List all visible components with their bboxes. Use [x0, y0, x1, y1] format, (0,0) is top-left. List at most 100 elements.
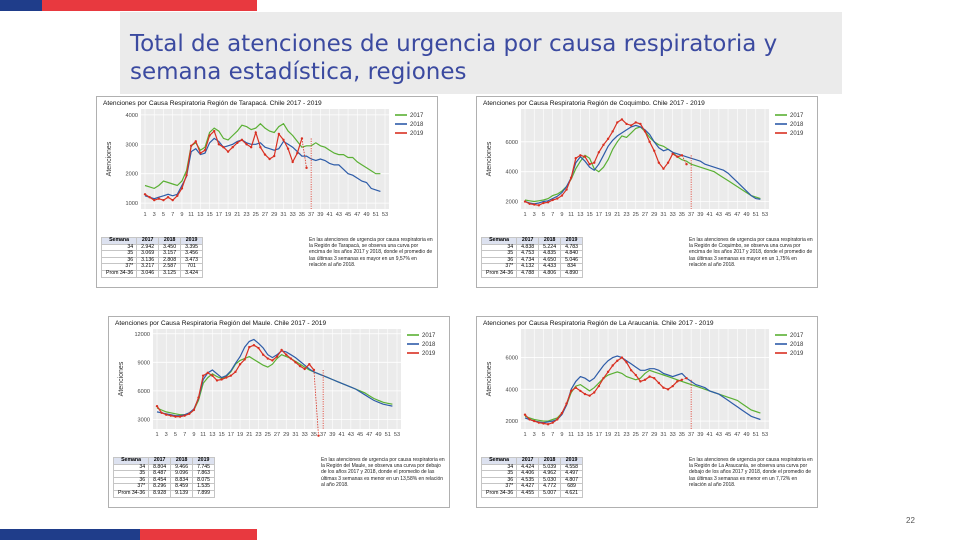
chart-panel-araucania: Atenciones por Causa Respiratoria Región…: [476, 316, 818, 508]
x-tick-label: 23: [255, 432, 261, 438]
series-point-2019: [178, 415, 182, 418]
series-point-2019: [317, 434, 320, 437]
series-point-2019: [643, 130, 647, 133]
chart-note: En las atenciones de urgencia por causa …: [321, 457, 445, 488]
series-point-2019: [625, 361, 628, 364]
y-tick-label: 2000: [506, 200, 518, 206]
x-tick-label: 3: [533, 432, 536, 438]
y-tick-label: 4000: [506, 170, 518, 176]
x-tick-label: 29: [651, 432, 657, 438]
series-point-2019: [211, 374, 214, 377]
chart-svg: Atenciones por Causa Respiratoria Región…: [483, 320, 804, 438]
series-point-2019: [528, 202, 531, 205]
data-table: Semana 2017 2018 2019 34 8.804 9.466 7.745 35 8.4…: [112, 457, 216, 498]
x-tick-label: 9: [560, 212, 563, 218]
table-cell: 8.928: [148, 489, 172, 498]
x-tick-label: 7: [171, 212, 174, 218]
x-tick-label: 31: [660, 212, 666, 218]
series-point-2019: [289, 357, 293, 360]
x-tick-label: 11: [568, 432, 574, 438]
series-point-2019: [294, 361, 297, 364]
series-point-2019: [285, 353, 288, 356]
x-tick-label: 25: [265, 432, 271, 438]
series-point-2019: [588, 394, 591, 397]
series-point-2019: [611, 364, 614, 367]
x-tick-label: 9: [560, 432, 563, 438]
series-point-2019: [286, 147, 290, 150]
series-point-2019: [266, 357, 269, 360]
x-tick-label: 27: [642, 212, 648, 218]
series-point-2019: [160, 411, 163, 415]
x-tick-label: 3: [533, 212, 536, 218]
x-tick-label: 37: [308, 212, 314, 218]
x-tick-label: 29: [271, 212, 277, 218]
x-tick-label: 33: [302, 432, 308, 438]
series-point-2019: [208, 134, 211, 137]
table-cell: 3.046: [136, 269, 160, 278]
series-line-2019-partial: [681, 155, 687, 165]
series-point-2019: [537, 204, 541, 207]
y-tick-label: 12000: [134, 332, 150, 338]
series-point-2019: [676, 380, 679, 383]
series-point-2019: [249, 146, 253, 149]
series-point-2019: [169, 414, 173, 417]
series-point-2019: [192, 408, 196, 412]
x-tick-label: 53: [762, 432, 768, 438]
x-tick-label: 17: [596, 432, 602, 438]
series-point-2019: [629, 369, 633, 372]
y-tick-label: 2000: [126, 172, 138, 178]
x-tick-label: 15: [218, 432, 224, 438]
series-point-2019: [528, 418, 531, 421]
x-tick-label: 45: [725, 432, 731, 438]
table-cell: 3.424: [180, 269, 204, 278]
x-tick-label: 29: [283, 432, 289, 438]
series-point-2019: [546, 201, 550, 204]
x-tick-label: 53: [382, 212, 388, 218]
series-point-2019: [685, 163, 688, 166]
series-point-2019: [611, 130, 614, 133]
x-tick-label: 7: [551, 212, 554, 218]
series-point-2019: [143, 193, 147, 196]
data-table: Semana 2017 2018 2019 34 4.424 5.039 4.558 35 4.4…: [480, 457, 584, 498]
series-point-2019: [282, 138, 285, 142]
series-point-2019: [639, 122, 642, 126]
legend-label-2017: 2017: [422, 333, 436, 339]
series-point-2019: [560, 194, 564, 197]
series-point-2019: [155, 404, 159, 408]
x-tick-label: 49: [743, 212, 749, 218]
series-point-2019: [174, 415, 177, 418]
series-point-2019: [634, 373, 637, 377]
legend-label-2018: 2018: [790, 122, 804, 128]
series-point-2019: [542, 422, 545, 425]
data-table: Semana 2017 2018 2019 34 4.838 5.224 4.783 35 4.7…: [480, 237, 584, 278]
table-row: 35 4.406 4.962 4.497: [480, 470, 584, 478]
x-tick-label: 23: [623, 212, 629, 218]
x-tick-label: 7: [551, 432, 554, 438]
x-tick-label: 19: [605, 432, 611, 438]
table-row: Prom 34-36 4.788 4.806 4.890: [480, 269, 584, 278]
chart-note: En las atenciones de urgencia por causa …: [309, 237, 433, 268]
series-point-2019: [597, 384, 601, 388]
x-tick-label: 31: [660, 432, 666, 438]
series-point-2019: [240, 138, 244, 142]
series-point-2019: [680, 154, 684, 157]
series-point-2019: [620, 118, 624, 121]
x-tick-label: 39: [329, 432, 335, 438]
x-tick-label: 51: [753, 212, 759, 218]
table-cell: Prom 34-36: [480, 269, 518, 278]
x-tick-label: 41: [338, 432, 344, 438]
series-point-2019: [188, 412, 191, 415]
x-tick-label: 19: [605, 212, 611, 218]
series-point-2019: [583, 392, 587, 396]
chart-title: Atenciones por Causa Respiratoria Región…: [115, 320, 326, 327]
series-point-2019: [291, 160, 294, 164]
series-point-2019: [551, 421, 554, 424]
x-tick-label: 37: [320, 432, 326, 438]
legend-label-2018: 2018: [790, 342, 804, 348]
x-tick-label: 45: [357, 432, 363, 438]
y-tick-label: 4000: [506, 387, 518, 393]
series-point-2019: [248, 345, 251, 349]
x-tick-label: 41: [326, 212, 332, 218]
x-tick-label: 15: [206, 212, 212, 218]
x-tick-label: 31: [280, 212, 286, 218]
